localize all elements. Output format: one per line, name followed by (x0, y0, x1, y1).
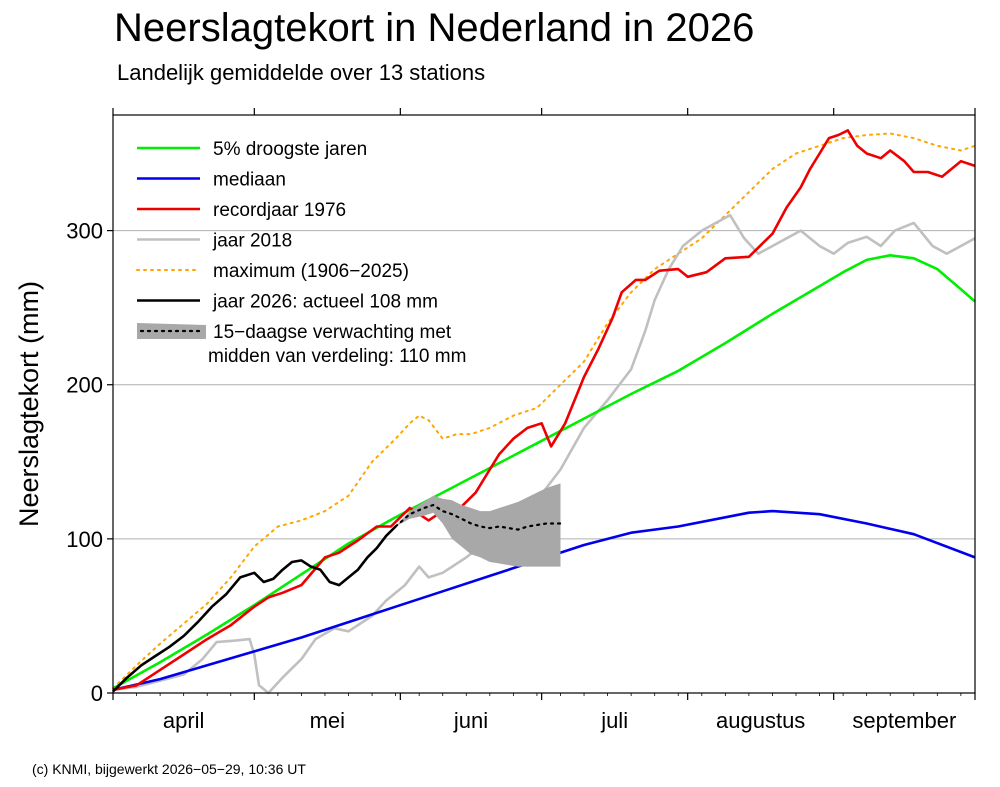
chart-title: Neerslagtekort in Nederland in 2026 (114, 6, 755, 50)
legend-label: 5% droogste jaren (213, 139, 367, 160)
x-tick-label: mei (310, 708, 345, 733)
y-tick-label: 200 (66, 373, 103, 398)
axes: 0 100 200 300 april mei juni juli augustus septem… (66, 108, 976, 733)
series-line-j2018 (112, 213, 976, 695)
x-tick-label: augustus (716, 708, 805, 733)
y-tick-label: 100 (66, 527, 103, 552)
x-tick-label: september (852, 708, 956, 733)
series-line-j2026 (112, 525, 397, 693)
series-line-droogste (112, 254, 976, 690)
legend: 5% droogste jaren mediaan recordjaar 1976 j… (136, 139, 466, 367)
y-tick-label: 0 (91, 681, 103, 706)
x-tick-label: juni (453, 708, 488, 733)
y-axis-label: Neerslagtekort (mm) (14, 281, 44, 527)
plot-series (112, 129, 976, 695)
chart-subtitle: Landelijk gemiddelde over 13 stations (117, 60, 486, 85)
legend-label: 15−daagse verwachting met (213, 322, 452, 343)
legend-label: jaar 2026: actueel 108 mm (212, 292, 438, 313)
x-tick-label: juli (600, 708, 628, 733)
legend-label: recordjaar 1976 (213, 200, 346, 221)
y-tick-label: 300 (66, 219, 103, 244)
x-tick-label: april (163, 708, 205, 733)
legend-label: jaar 2018 (212, 231, 292, 252)
series-line-record (112, 129, 976, 692)
series-line-maximum (112, 132, 976, 690)
forecast-median-line (394, 503, 562, 531)
legend-label: mediaan (213, 170, 286, 191)
footer-credit: (c) KNMI, bijgewerkt 2026−05−29, 10:36 U… (32, 761, 306, 777)
plot-frame (112, 114, 976, 694)
legend-label-line2: midden van verdeling: 110 mm (208, 346, 466, 367)
legend-label: maximum (1906−2025) (213, 261, 409, 282)
